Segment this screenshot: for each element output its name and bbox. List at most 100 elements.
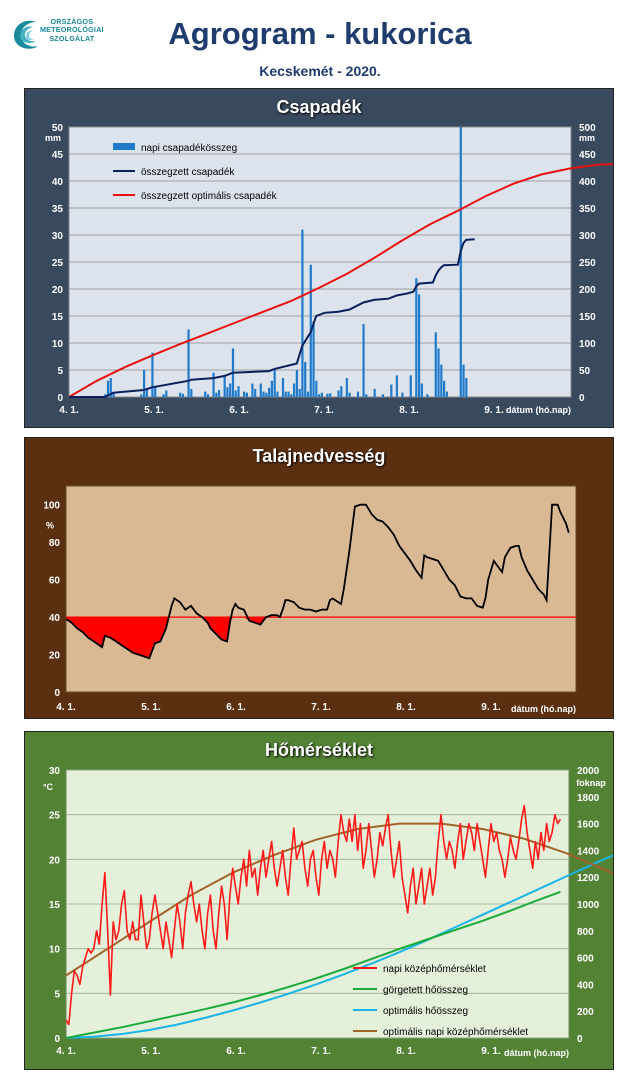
logo-line-2: METEOROLÓGIAI [40, 25, 104, 35]
precip-bar [104, 394, 107, 397]
y-tick-label: 20 [49, 651, 61, 662]
y-tick-label-right: 250 [579, 258, 596, 269]
x-tick-label: 7. 1. [311, 702, 331, 713]
legend-entry: napi középhőmérséklet [383, 964, 486, 975]
y-tick-label-left: 25 [49, 811, 61, 822]
precip-bar [143, 370, 146, 397]
x-tick-label: 8. 1. [396, 1046, 416, 1057]
x-tick-label: 5. 1. [144, 405, 164, 416]
y-tick-label-left: 15 [52, 312, 64, 323]
y-axis-label-right: foknap [576, 778, 606, 788]
x-tick-label: 7. 1. [314, 405, 334, 416]
x-tick-label: 7. 1. [311, 1046, 331, 1057]
y-tick-label-right: 0 [579, 393, 585, 404]
y-tick-label-right: 0 [577, 1034, 583, 1045]
y-tick-label-left: 50 [52, 123, 64, 134]
precip-bar [276, 391, 279, 397]
precip-bar [165, 390, 168, 397]
precip-bar [445, 391, 448, 397]
x-tick-label: 5. 1. [141, 702, 161, 713]
precip-bar [259, 383, 262, 397]
legend-entry: optimális napi középhőmérséklet [383, 1027, 528, 1038]
temperature-chart: 0 5 10 15 20 25 30 0 200 400 600 800 1000 1200 1400 160… [43, 766, 613, 1058]
x-tick-label: 6. 1. [226, 1046, 246, 1057]
precip-bar [226, 387, 229, 397]
y-axis-label-left: °C [43, 782, 54, 792]
x-tick-label: 4. 1. [56, 702, 76, 713]
y-tick-label-left: 10 [49, 945, 61, 956]
y-axis-label: % [46, 521, 54, 531]
temperature-panel: Hőmérséklet 0 5 10 15 20 25 30 0 200 400 600 800 100… [24, 731, 614, 1070]
precip-bar [437, 348, 440, 397]
y-tick-label-left: 15 [49, 900, 61, 911]
precip-bar [312, 321, 315, 397]
page-title: Agrogram - kukorica [168, 16, 472, 51]
precip-bar [262, 391, 265, 397]
x-tick-label: 6. 1. [229, 405, 249, 416]
precipitation-panel: Csapadék 0 5 10 15 20 25 30 35 40 45 50 0 50 100 150 20… [24, 88, 614, 428]
x-tick-label: 8. 1. [396, 702, 416, 713]
precip-bar [298, 388, 301, 397]
precip-bar [223, 375, 226, 397]
precip-bar [373, 388, 376, 397]
precip-bar [459, 127, 462, 397]
y-tick-label-left: 0 [54, 1034, 60, 1045]
y-tick-label-right: 200 [577, 1007, 594, 1018]
legend-entry: optimális hőösszeg [383, 1006, 468, 1017]
y-tick-label-right: 350 [579, 204, 596, 215]
y-tick-label-right: 500 [579, 123, 596, 134]
temperature-title: Hőmérséklet [264, 740, 374, 760]
logo-line-3: SZOLGÁLAT [49, 33, 95, 43]
precip-bar [109, 378, 112, 397]
rolling-heat-sum-line [65, 890, 561, 1039]
x-tick-label: 4. 1. [56, 1046, 76, 1057]
precip-bar [181, 393, 185, 397]
precip-bar [140, 394, 143, 397]
precip-bar [420, 383, 423, 397]
precip-bar [329, 393, 332, 397]
soil-moisture-chart: 0 20 40 60 80 100% 4. 1. 5. 1. 6. 1. 7. 1. 8. 1. 9.… [43, 485, 577, 714]
soil-moisture-line [65, 503, 570, 660]
legend-entry: összegzett optimális csapadék [141, 191, 278, 202]
precipitation-title: Csapadék [276, 97, 362, 117]
precip-bar [204, 391, 207, 397]
y-tick-label-left: 10 [52, 339, 64, 350]
precip-bar [318, 394, 321, 397]
precip-bar [434, 332, 437, 397]
y-tick-label-right: 200 [579, 285, 596, 296]
precip-bar [306, 391, 310, 397]
precip-bar [415, 278, 418, 397]
precip-bar [243, 391, 246, 397]
precipitation-chart: 0510152025303540455005010015020025030035… [45, 123, 613, 416]
precip-bar [365, 394, 368, 397]
x-tick-label: 9. 1. [481, 702, 501, 713]
precip-bar [206, 394, 210, 397]
precip-bar [301, 229, 304, 397]
y-axis-label-right: mm [579, 133, 595, 143]
y-tick-label-left: 30 [49, 766, 61, 777]
optimal-daily-mean-line [65, 822, 613, 977]
y-tick-label-left: 0 [57, 393, 63, 404]
precip-bar [426, 394, 429, 397]
precip-bar [395, 375, 398, 397]
plot-area [65, 485, 577, 693]
y-tick-label-right: 1600 [577, 820, 600, 831]
precip-bar [462, 364, 465, 397]
precip-bar [145, 388, 148, 397]
precip-bar [295, 370, 298, 397]
precip-bar [348, 392, 351, 397]
y-tick-label-right: 2000 [577, 766, 600, 777]
x-axis-label: dátum (hó.nap) [504, 1048, 569, 1058]
x-tick-label: 6. 1. [226, 702, 246, 713]
y-tick-label: 40 [49, 613, 61, 624]
y-tick-label-left: 5 [57, 366, 63, 377]
y-tick-label: 60 [49, 576, 61, 587]
y-tick-label-left: 20 [49, 855, 61, 866]
omsz-logo-icon [14, 20, 38, 49]
precip-bar [326, 393, 329, 397]
page-subtitle: Kecskemét - 2020. [259, 63, 381, 79]
y-tick-label-right: 800 [577, 927, 594, 938]
y-tick-label-right: 300 [579, 231, 596, 242]
y-tick-label-right: 150 [579, 312, 596, 323]
x-tick-label: 9. 1. [484, 405, 504, 416]
